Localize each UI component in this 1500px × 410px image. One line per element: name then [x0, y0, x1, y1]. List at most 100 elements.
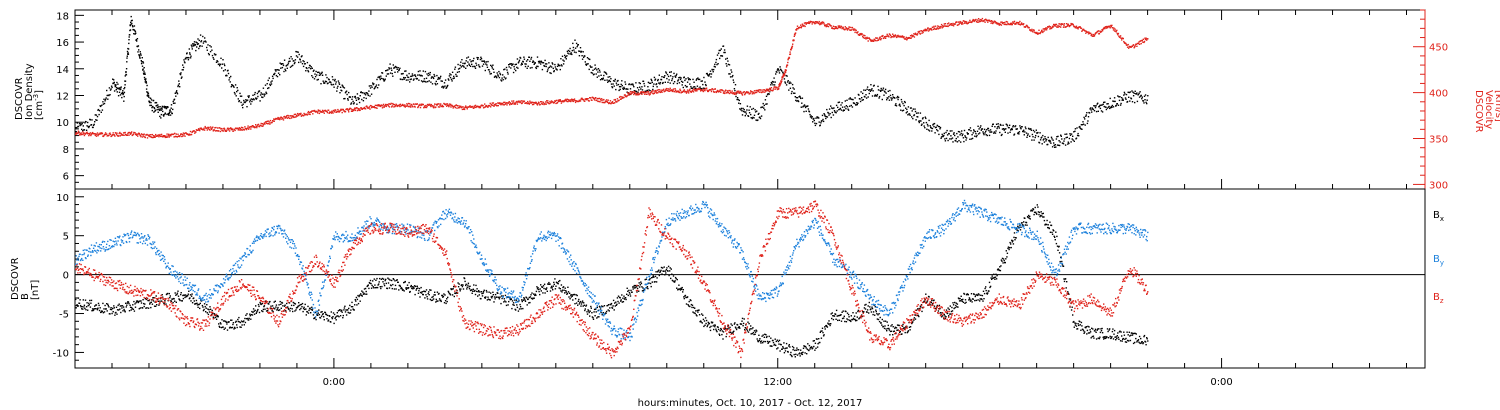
- data-point: [575, 51, 577, 54]
- data-point: [227, 69, 229, 72]
- data-point: [980, 125, 982, 127]
- data-point: [153, 136, 155, 138]
- data-point: [617, 83, 620, 86]
- data-point: [516, 304, 518, 306]
- data-point: [349, 312, 352, 314]
- data-point: [986, 19, 988, 22]
- data-point: [1110, 107, 1112, 109]
- data-point: [118, 303, 120, 305]
- data-point: [490, 292, 492, 294]
- data-point: [813, 22, 815, 24]
- data-point: [267, 79, 269, 82]
- data-point: [957, 21, 960, 23]
- data-point: [310, 312, 312, 314]
- data-point: [175, 301, 177, 303]
- data-point: [1050, 136, 1053, 138]
- data-point: [132, 308, 135, 310]
- data-point: [976, 130, 979, 132]
- data-point: [243, 324, 245, 326]
- data-point: [727, 92, 730, 94]
- data-point: [209, 45, 211, 47]
- data-point: [823, 113, 825, 115]
- data-point: [964, 136, 967, 138]
- data-point: [236, 90, 238, 93]
- data-point: [344, 311, 347, 313]
- data-point: [289, 307, 292, 310]
- data-point: [821, 22, 823, 25]
- data-point: [210, 46, 212, 48]
- data-point: [203, 308, 205, 311]
- data-point: [770, 89, 772, 91]
- data-point: [176, 136, 179, 138]
- data-point: [861, 97, 863, 99]
- data-point: [953, 132, 955, 134]
- data-point: [934, 25, 937, 27]
- data-point: [961, 23, 963, 25]
- data-point: [345, 90, 348, 92]
- data-point: [143, 76, 146, 79]
- data-point: [1088, 31, 1090, 33]
- data-point: [370, 282, 372, 285]
- data-point: [176, 93, 179, 95]
- data-point: [375, 279, 377, 281]
- data-point: [196, 46, 198, 48]
- data-point: [291, 308, 293, 310]
- data-point: [1111, 24, 1113, 27]
- data-point: [145, 307, 147, 309]
- data-point: [507, 73, 509, 75]
- data-point: [765, 95, 768, 97]
- data-point: [393, 288, 396, 290]
- data-point: [837, 25, 839, 27]
- data-point: [379, 277, 381, 280]
- data-point: [728, 73, 730, 75]
- data-point: [954, 23, 956, 25]
- data-point: [1027, 133, 1029, 135]
- data-point: [164, 113, 166, 115]
- data-point: [1126, 46, 1129, 48]
- data-point: [409, 105, 411, 107]
- data-point: [453, 77, 455, 79]
- data-point: [530, 56, 533, 59]
- data-point: [791, 47, 793, 49]
- data-point: [129, 34, 131, 36]
- data-point: [158, 304, 160, 306]
- data-point: [838, 101, 841, 103]
- data-point: [991, 125, 993, 127]
- data-point: [530, 102, 533, 104]
- data-point: [763, 107, 765, 109]
- data-point: [486, 66, 489, 68]
- data-point: [813, 119, 815, 122]
- data-point: [969, 19, 971, 22]
- data-point: [651, 79, 653, 82]
- data-point: [726, 90, 728, 92]
- data-point: [1041, 136, 1043, 138]
- data-point: [271, 80, 273, 82]
- density-tick-label: 10: [56, 118, 69, 129]
- data-point: [219, 322, 222, 324]
- data-point: [448, 75, 451, 77]
- data-point: [430, 299, 433, 302]
- data-point: [368, 281, 371, 284]
- data-point: [325, 80, 328, 83]
- data-point: [327, 320, 329, 322]
- data-point: [452, 77, 454, 80]
- data-point: [776, 88, 779, 91]
- data-point: [469, 285, 471, 287]
- data-point: [574, 39, 576, 41]
- data-point: [443, 293, 445, 295]
- data-point: [1032, 136, 1034, 138]
- data-point: [1102, 103, 1104, 105]
- data-point: [611, 86, 613, 88]
- data-point: [317, 112, 319, 114]
- data-point: [133, 300, 135, 303]
- data-point: [900, 98, 903, 101]
- data-point: [431, 105, 434, 107]
- data-point: [1087, 33, 1090, 35]
- data-point: [1012, 21, 1014, 23]
- data-point: [222, 326, 224, 328]
- data-point: [326, 314, 329, 317]
- data-point: [956, 132, 958, 135]
- data-point: [661, 82, 664, 85]
- data-point: [456, 75, 458, 77]
- data-point: [675, 74, 677, 77]
